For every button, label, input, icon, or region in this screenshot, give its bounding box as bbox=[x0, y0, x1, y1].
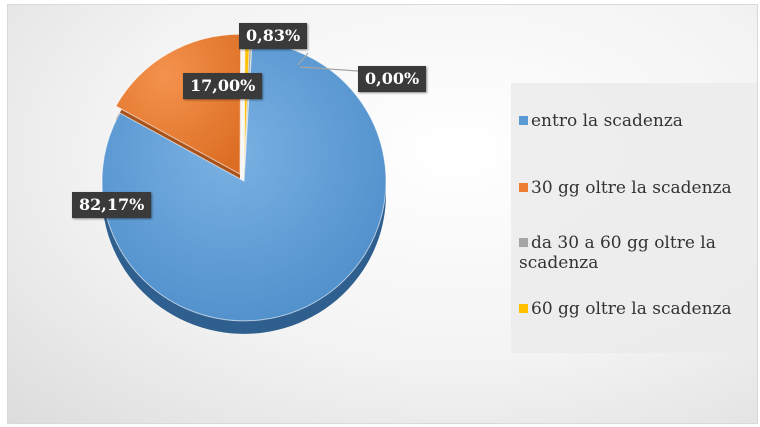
legend-swatch-yellow bbox=[519, 304, 528, 313]
legend-swatch-gray bbox=[519, 238, 528, 247]
legend-item-60gg: 60 gg oltre la scadenza bbox=[519, 299, 755, 319]
chart-area: entro la scadenza 30 gg oltre la scadenz… bbox=[7, 4, 758, 424]
legend-label: entro la scadenza bbox=[531, 111, 683, 131]
leader-line-60gg bbox=[299, 66, 359, 72]
legend-swatch-blue bbox=[519, 116, 528, 125]
legend-label: da 30 a 60 gg oltre la scadenza bbox=[519, 233, 716, 273]
legend-item-30-60gg: da 30 a 60 gg oltre la scadenza bbox=[519, 233, 755, 273]
data-label-30-60gg: 0,83% bbox=[239, 23, 308, 49]
legend-swatch-orange bbox=[519, 183, 528, 192]
legend: entro la scadenza 30 gg oltre la scadenz… bbox=[511, 83, 757, 353]
legend-label: 60 gg oltre la scadenza bbox=[531, 299, 732, 319]
data-label-entro: 82,17% bbox=[72, 192, 152, 218]
data-label-30gg: 17,00% bbox=[183, 73, 263, 99]
data-label-60gg: 0,00% bbox=[358, 66, 427, 92]
legend-item-entro: entro la scadenza bbox=[519, 111, 755, 131]
leader-line-30-60gg bbox=[297, 52, 309, 66]
legend-item-30gg: 30 gg oltre la scadenza bbox=[519, 178, 755, 198]
pie-slice-30gg bbox=[115, 33, 242, 175]
legend-label: 30 gg oltre la scadenza bbox=[531, 178, 732, 198]
